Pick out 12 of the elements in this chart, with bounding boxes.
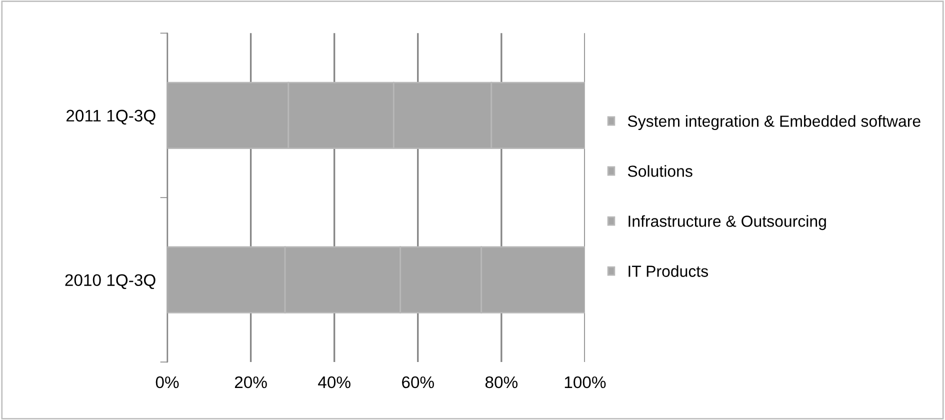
legend-label: Solutions (628, 165, 692, 177)
x-tick-label: 40% (318, 376, 350, 388)
x-tick-label: 60% (402, 376, 434, 388)
x-tick-label: 80% (485, 376, 518, 388)
x-tick-label: 0% (156, 376, 179, 388)
legend-label: Infrastructure & Outsourcing (628, 215, 826, 230)
y-tick-label: 2010 1Q-3Q (65, 274, 156, 290)
x-tick-label: 100% (564, 376, 606, 388)
legend-label: IT Products (628, 265, 708, 277)
x-tick-label: 20% (234, 376, 267, 388)
legend-label: System integration & Embedded software (628, 115, 920, 130)
y-tick-label: 2011 1Q-3Q (66, 110, 156, 125)
